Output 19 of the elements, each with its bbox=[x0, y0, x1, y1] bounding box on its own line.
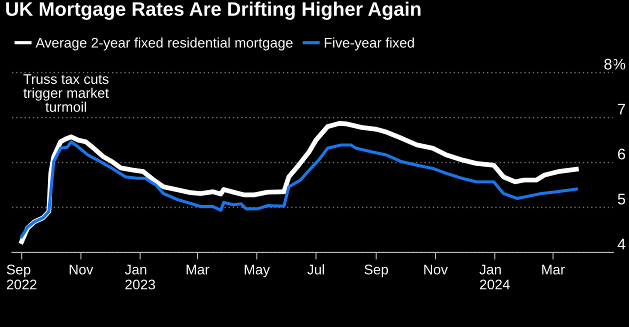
y-tick-label: 7 bbox=[618, 104, 626, 114]
y-tick-label: 4 bbox=[618, 238, 626, 250]
x-tick-label: Sep bbox=[364, 264, 388, 278]
x-tick-label: Nov bbox=[424, 264, 448, 274]
x-tick-label: Mar bbox=[186, 264, 210, 274]
y-tick-label: 6 bbox=[618, 148, 626, 160]
x-tick-label: May bbox=[244, 264, 270, 278]
chart-title: UK Mortgage Rates Are Drifting Higher Again bbox=[6, 2, 420, 20]
x-tick-label: Sep 2022 bbox=[6, 264, 36, 290]
y-tick-label: 8% bbox=[604, 58, 626, 70]
x-tick-label: Nov bbox=[70, 264, 94, 274]
y-tick-label: 5 bbox=[618, 194, 626, 204]
annotation: Truss tax cuts trigger market turmoil bbox=[23, 74, 109, 112]
x-tick-label: Mar bbox=[542, 264, 565, 274]
legend-label: Average 2-year fixed residential mortgage bbox=[36, 37, 293, 50]
legend-label: Five-year fixed bbox=[324, 37, 414, 50]
x-tick-label: Jan 2023 bbox=[124, 264, 156, 290]
x-tick-label: Jul bbox=[307, 264, 324, 274]
x-tick-label: Jan 2024 bbox=[480, 264, 510, 290]
